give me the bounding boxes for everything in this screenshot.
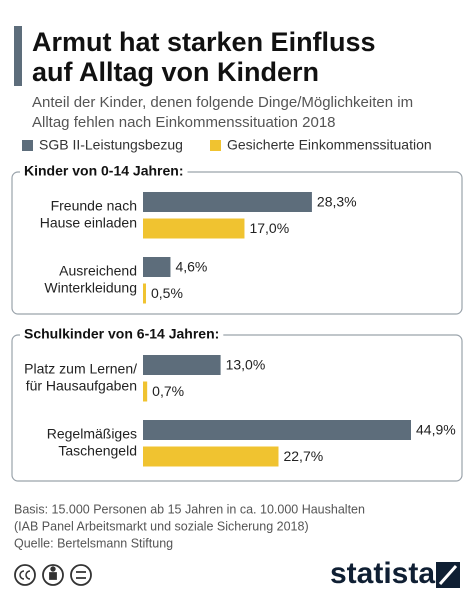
category-label: Ausreichend — [59, 263, 137, 279]
bar — [143, 218, 245, 239]
category-label: Freunde nach — [51, 198, 137, 214]
brand-mark — [438, 565, 458, 585]
category-label: Regelmäßiges — [47, 426, 137, 442]
subtitle-line: Anteil der Kinder, denen folgende Dinge/… — [32, 94, 413, 111]
footnote: (IAB Panel Arbeitsmarkt und soziale Sich… — [14, 519, 309, 533]
legend-swatch — [22, 140, 33, 151]
legend-label: Gesicherte Einkommenssituation — [227, 137, 432, 153]
bar — [143, 257, 171, 277]
title-line: auf Alltag von Kindern — [32, 57, 319, 87]
value-label: 17,0% — [249, 220, 289, 236]
license-icons — [14, 564, 92, 586]
footnote: Quelle: Bertelsmann Stiftung — [14, 536, 173, 550]
legend-swatch — [210, 140, 221, 151]
category-label: Hause einladen — [40, 215, 137, 231]
title-line: Armut hat starken Einfluss — [32, 27, 376, 57]
category-label: Winterkleidung — [44, 280, 137, 296]
value-label: 0,7% — [152, 383, 184, 399]
panel-title: Kinder von 0-14 Jahren: — [24, 163, 184, 179]
subtitle-line: Alltag fehlen nach Einkommenssituation 2… — [32, 114, 336, 131]
title-accent — [14, 26, 22, 86]
value-label: 44,9% — [416, 422, 456, 438]
bar — [143, 420, 411, 440]
value-label: 28,3% — [317, 194, 357, 210]
footnote: Basis: 15.000 Personen ab 15 Jahren in c… — [14, 502, 365, 516]
legend-label: SGB II-Leistungsbezug — [39, 137, 183, 153]
panel-title: Schulkinder von 6-14 Jahren: — [24, 326, 219, 342]
bar — [143, 355, 221, 375]
brand-logo: statista — [330, 557, 435, 590]
panel-title-bg — [20, 329, 224, 341]
bar — [143, 283, 146, 304]
value-label: 22,7% — [283, 448, 323, 464]
panel-title-bg — [20, 166, 188, 178]
value-label: 13,0% — [226, 357, 266, 373]
bar — [143, 381, 148, 402]
category-label: Taschengeld — [58, 443, 137, 459]
category-label: für Hausaufgaben — [26, 378, 137, 394]
value-label: 0,5% — [151, 285, 183, 301]
bar — [143, 446, 279, 467]
value-label: 4,6% — [175, 259, 207, 275]
panel-frame — [11, 334, 463, 482]
category-label: Platz zum Lernen/ — [24, 361, 137, 377]
bar — [143, 192, 312, 212]
panel-frame — [11, 171, 463, 315]
